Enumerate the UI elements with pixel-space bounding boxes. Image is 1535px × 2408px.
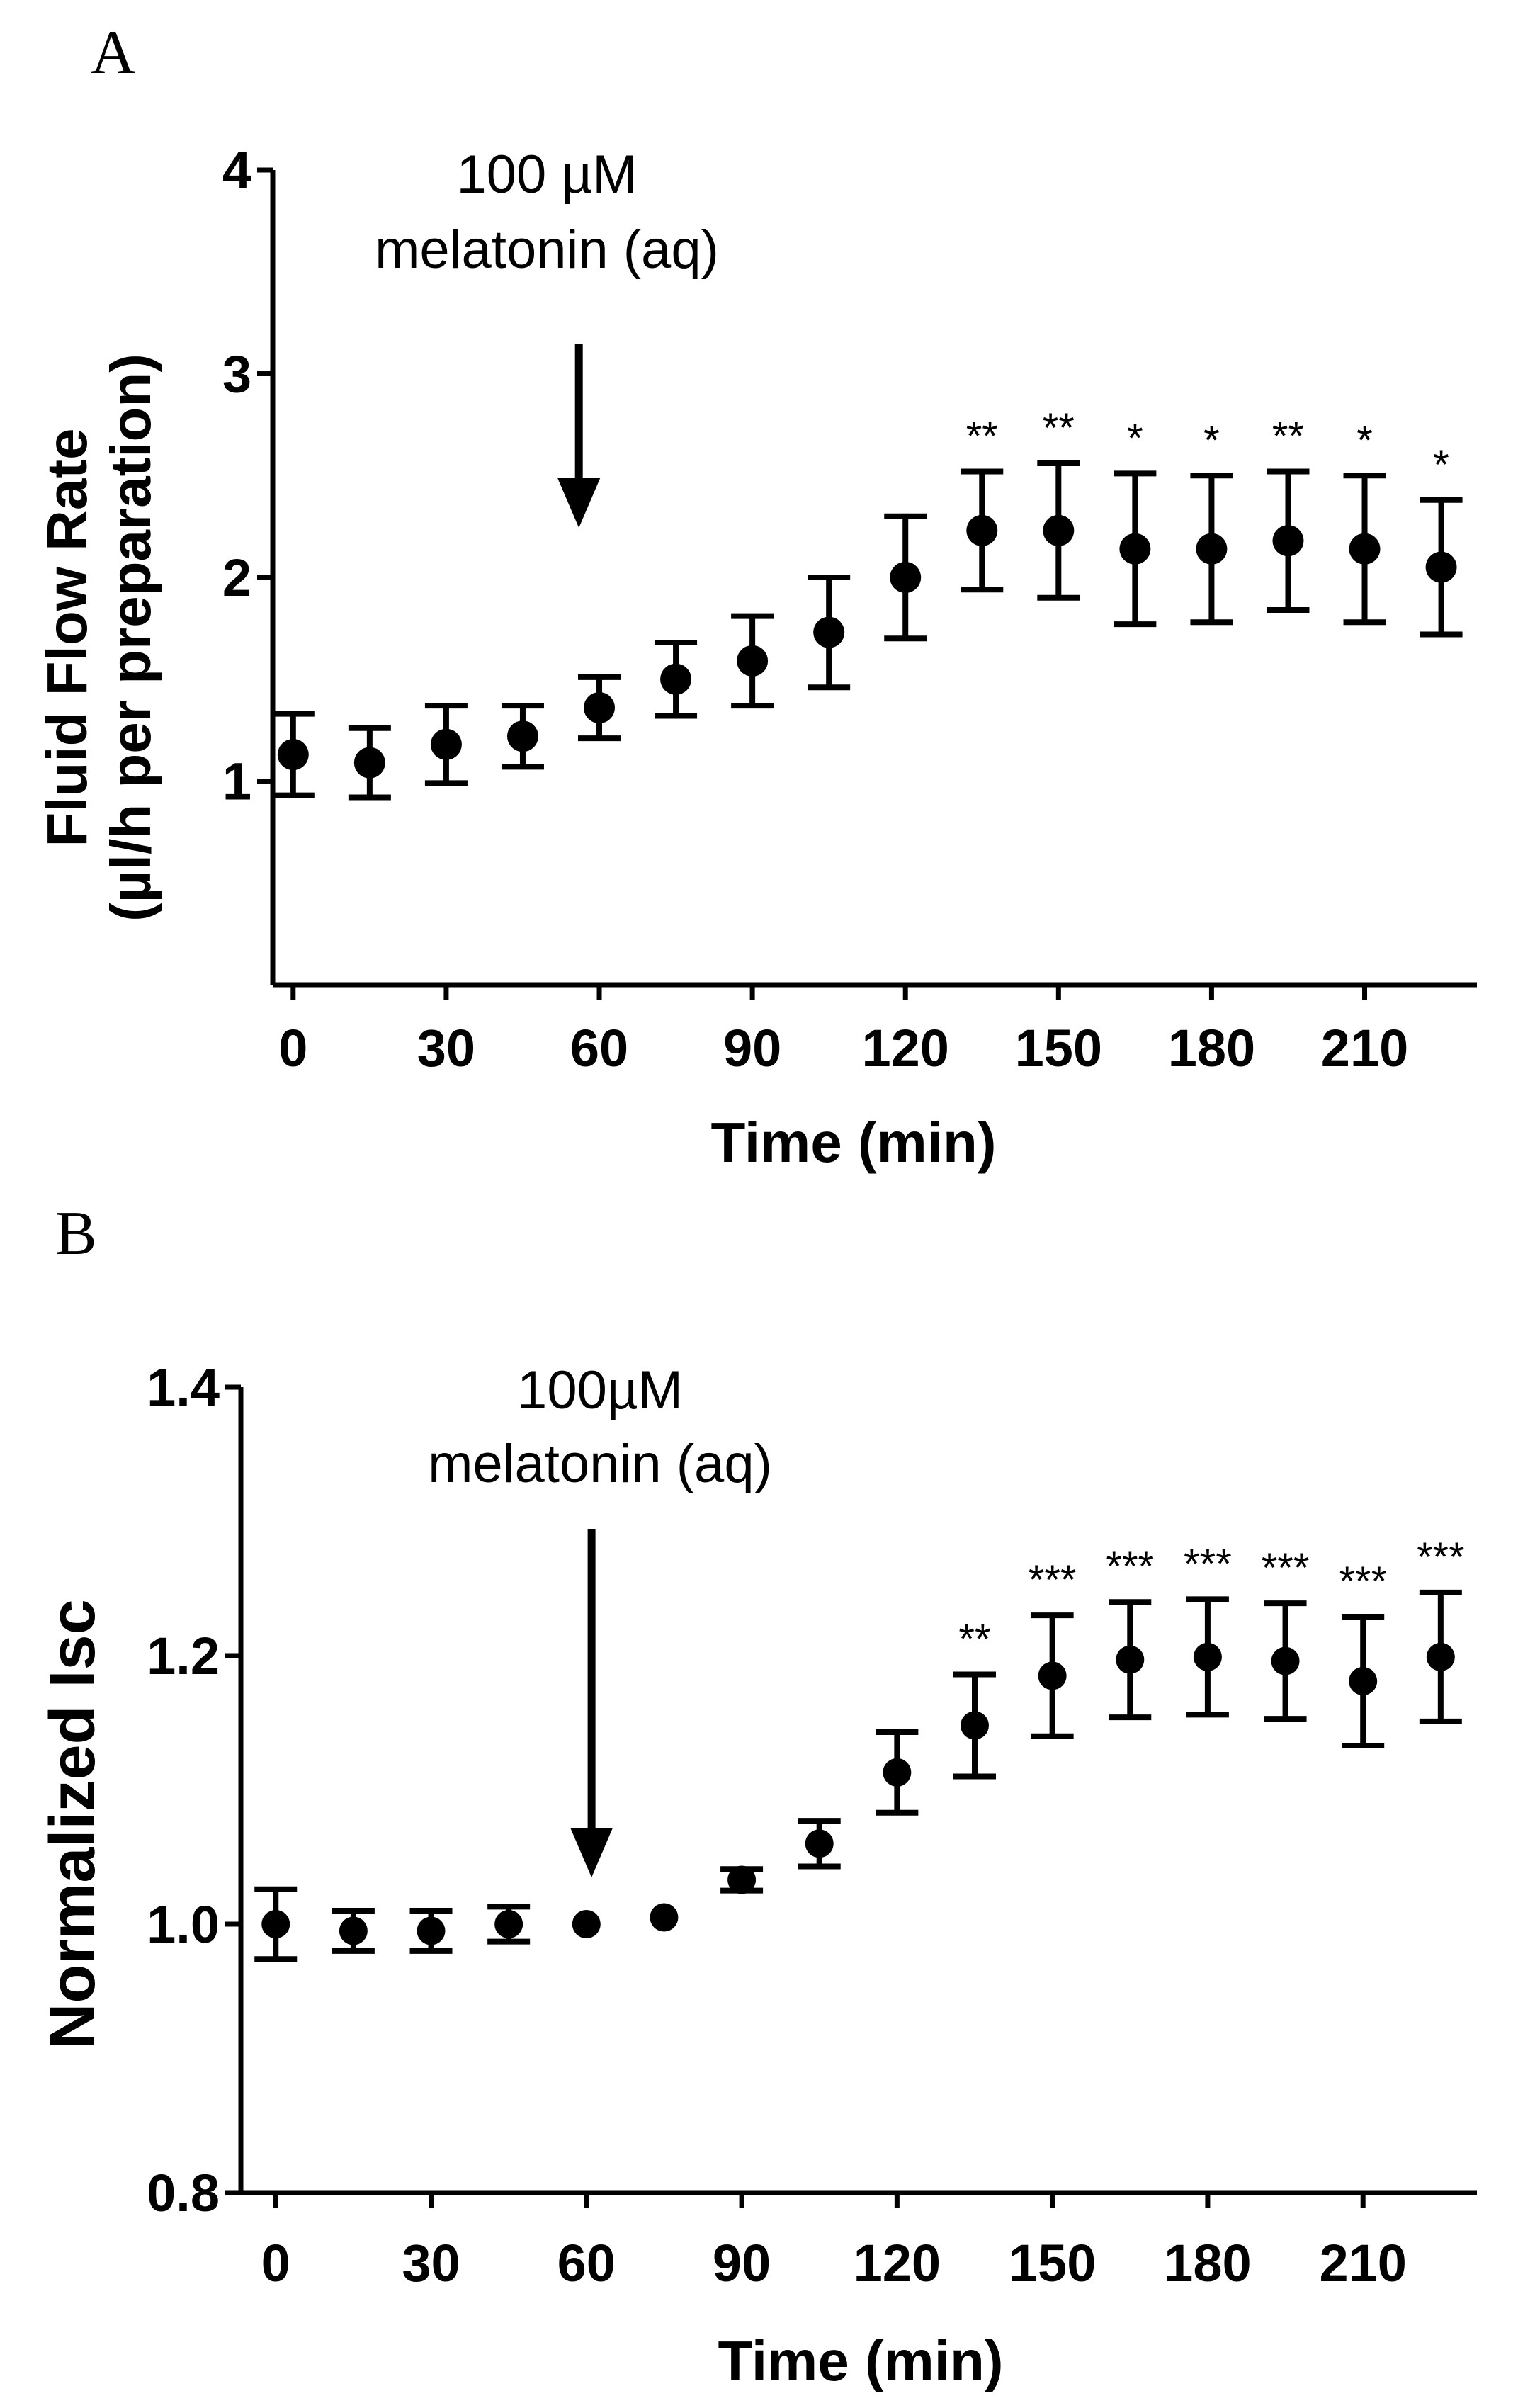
panel-b-chart: B 0.81.01.21.4 0 30 60 90 120 150 180 210 *****… [38,1199,1477,2392]
panel-a-x-tick-label: 180 [1168,1019,1255,1078]
panel-a-y-axis-title: Fluid Flow Rate [35,428,98,847]
panel-a-data-point [1349,533,1381,565]
panel-b-x-tick-label: 120 [854,2234,941,2293]
panel-a-data-point [1272,525,1304,557]
panel-b-data-point [1193,1642,1222,1671]
panel-b-axes [238,1387,1477,2195]
panel-a-y-tick-label: 2 [222,548,251,607]
panel-b-data-point [417,1916,446,1945]
panel-b-data-point [883,1758,912,1787]
panel-b-errorbars [254,1589,1462,1962]
panel-a-significance-label: * [1203,417,1220,463]
panel-b-x-tick-label: 90 [713,2234,771,2293]
panel-a-annotation-line1: 100 µM [456,145,637,205]
panel-b-data-point [650,1903,679,1932]
panel-a-data-point [277,739,309,771]
panel-a-data-point [1425,551,1457,583]
panel-a-significance-label: ** [1043,405,1075,451]
panel-b-y-tick-label: 1.2 [147,1627,220,1685]
panel-b-x-tick-label: 210 [1319,2234,1406,2293]
panel-a-x-tick-label: 0 [278,1019,307,1078]
panel-a-x-tick-label: 30 [417,1019,475,1078]
panel-a-data-point [584,692,616,723]
panel-b-annotation-line2: melatonin (aq) [428,1434,772,1494]
panel-a-letter: A [91,18,136,87]
panel-a-x-axis-title: Time (min) [710,1111,996,1174]
panel-a-arrow-head [557,478,601,528]
panel-a-significance-label: * [1356,417,1373,463]
panel-b-data-point [1426,1642,1455,1671]
panel-b-y-tick-label: 0.8 [147,2164,220,2222]
panel-b-x-tick-label: 0 [261,2234,290,2293]
panel-a-data-point [737,645,769,677]
panel-a-significance-label: * [1127,415,1143,461]
panel-b-data-point [1038,1661,1067,1690]
panel-a-data-point [660,663,692,695]
panel-a-x-tick-label: 120 [861,1019,948,1078]
panel-b-x-axis-title: Time (min) [718,2329,1003,2392]
panel-a-data-point [890,562,922,593]
panel-a-data-point [966,514,998,546]
panel-b-significance-label: *** [1106,1544,1154,1590]
panel-b-y-tick-label: 1.0 [147,1895,220,1954]
panel-a-data-point [353,747,385,779]
panel-b-significance-label: *** [1029,1557,1077,1603]
panel-b-x-ticks: 0 30 60 90 120 150 180 210 [261,2193,1407,2293]
panel-b-significance-label: *** [1339,1559,1387,1605]
panel-b-y-tick-label: 1.4 [147,1358,220,1417]
panel-b-data-point [1271,1646,1300,1675]
panel-b-letter: B [55,1199,97,1268]
panel-a-points [277,514,1457,779]
panel-b-data-point [1349,1667,1378,1696]
panel-a-data-point [813,616,845,648]
panel-b-significance-label: *** [1417,1534,1465,1581]
panel-a-y-axis-units: (µl/h per preparation) [99,354,162,922]
panel-a-data-point [1119,533,1151,565]
panel-b-annotation-arrow [570,1529,613,1877]
panel-a-y-tick-label: 1 [222,752,251,811]
panel-a-significance-labels: ** ** * * ** ** [966,405,1449,488]
panel-a-annotation-arrow [557,344,601,528]
panel-a-x-tick-label: 210 [1321,1019,1408,1078]
panel-b-data-point [572,1910,601,1938]
panel-a-axes [270,170,1477,988]
panel-b-data-point [805,1829,834,1858]
panel-a-x-tick-label: 60 [570,1019,628,1078]
panel-b-x-tick-label: 30 [402,2234,460,2293]
panel-a-y-ticks: 1 2 3 4 [222,141,273,811]
panel-a-data-point [1043,514,1075,546]
panel-b-data-point [727,1865,757,1894]
panel-b-data-point [494,1910,523,1938]
panel-b-x-tick-label: 150 [1009,2234,1096,2293]
panel-b-y-ticks: 0.8 1.0 1.2 1.4 [147,1358,241,2222]
panel-b-significance-label: ** [958,1617,990,1663]
panel-a-x-ticks: 0 30 60 90 120 150 180 210 [278,985,1408,1078]
panel-a-significance-label: ** [1272,414,1304,460]
panel-a-data-point [506,720,538,752]
panel-a-significance-label: * [1433,442,1449,488]
panel-b-significance-label: *** [1262,1545,1310,1591]
panel-b-x-tick-label: 60 [557,2234,616,2293]
panel-b-y-axis-title: Normalized Isc [38,1599,108,2049]
panel-b-data-point [261,1910,290,1938]
panel-a-data-point [430,728,462,760]
panel-a-annotation-line2: melatonin (aq) [375,220,719,280]
panel-b-significance-labels: ***** *** *** *** ****** [958,1534,1464,1663]
panel-b-data-point [960,1711,989,1740]
panel-b-annotation-line1: 100µM [517,1360,683,1420]
panel-a-y-tick-label: 4 [222,141,251,200]
panel-a-significance-label: ** [966,414,998,460]
panel-a-x-tick-label: 90 [723,1019,781,1078]
panel-a-data-point [1196,533,1228,565]
panel-b-x-tick-label: 180 [1164,2234,1251,2293]
panel-b-arrow-head [570,1828,613,1877]
panel-b-data-point [1116,1645,1145,1674]
panel-b-points [261,1642,1455,1945]
panel-a-y-tick-label: 3 [222,345,251,404]
panel-b-data-point [339,1916,368,1945]
panel-b-significance-label: *** [1184,1541,1232,1587]
panel-a-x-tick-label: 150 [1015,1019,1102,1078]
